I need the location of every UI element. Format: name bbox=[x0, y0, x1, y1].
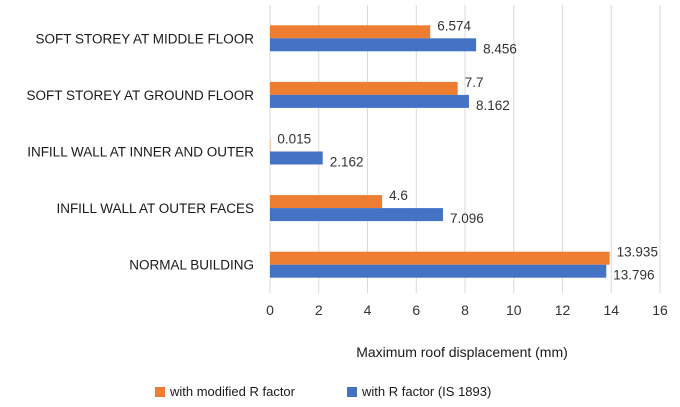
x-tick-label: 2 bbox=[315, 302, 323, 318]
bar-modified-r-4 bbox=[270, 251, 610, 265]
data-label: 4.6 bbox=[389, 188, 408, 203]
category-label: SOFT STOREY AT GROUND FLOOR bbox=[26, 88, 254, 103]
bar-modified-r-1 bbox=[270, 81, 458, 95]
category-label: SOFT STOREY AT MIDDLE FLOOR bbox=[35, 31, 254, 46]
x-tick-labels: 0 2 4 6 8 10 12 14 16 bbox=[266, 302, 668, 318]
data-label: 6.574 bbox=[437, 18, 471, 33]
bar-is1893-3 bbox=[270, 208, 443, 222]
category-label: INFILL WALL AT INNER AND OUTER bbox=[27, 145, 254, 160]
legend: with modified R factor with R factor (IS… bbox=[155, 384, 491, 399]
data-label: 2.162 bbox=[330, 155, 364, 170]
category-labels: SOFT STOREY AT MIDDLE FLOOR SOFT STOREY A… bbox=[26, 31, 254, 272]
data-label: 8.162 bbox=[476, 98, 510, 113]
data-label: 7.7 bbox=[465, 75, 484, 90]
bar-modified-r-3 bbox=[270, 195, 383, 209]
legend-swatch-is1893 bbox=[347, 387, 357, 397]
data-label: 13.796 bbox=[613, 268, 654, 283]
x-tick-label: 8 bbox=[461, 302, 469, 318]
x-tick-label: 14 bbox=[603, 302, 619, 318]
x-tick-label: 16 bbox=[652, 302, 668, 318]
bar-is1893-1 bbox=[270, 94, 469, 108]
bar-modified-r-0 bbox=[270, 25, 431, 39]
data-label: 13.935 bbox=[617, 245, 658, 260]
x-tick-label: 0 bbox=[266, 302, 274, 318]
x-tick-label: 4 bbox=[364, 302, 372, 318]
x-tick-label: 6 bbox=[412, 302, 420, 318]
data-label: 7.096 bbox=[450, 211, 484, 226]
grid-lines bbox=[269, 5, 661, 293]
category-label: NORMAL BUILDING bbox=[129, 258, 254, 273]
legend-label-modified: with modified R factor bbox=[169, 384, 296, 399]
bar-is1893-0 bbox=[270, 38, 477, 52]
data-label: 0.015 bbox=[277, 132, 311, 147]
x-tick-label: 10 bbox=[506, 302, 522, 318]
bars: 6.574 8.456 7.7 8.162 0.015 2.162 4.6 7.096 13.9… bbox=[270, 18, 658, 283]
bar-is1893-2 bbox=[270, 151, 323, 165]
data-label: 8.456 bbox=[483, 41, 517, 56]
x-tick-label: 12 bbox=[555, 302, 571, 318]
category-label: INFILL WALL AT OUTER FACES bbox=[56, 201, 254, 216]
legend-label-is1893: with R factor (IS 1893) bbox=[361, 384, 491, 399]
x-axis-title: Maximum roof displacement (mm) bbox=[356, 344, 568, 360]
legend-swatch-modified bbox=[155, 387, 165, 397]
bar-is1893-4 bbox=[270, 264, 607, 278]
